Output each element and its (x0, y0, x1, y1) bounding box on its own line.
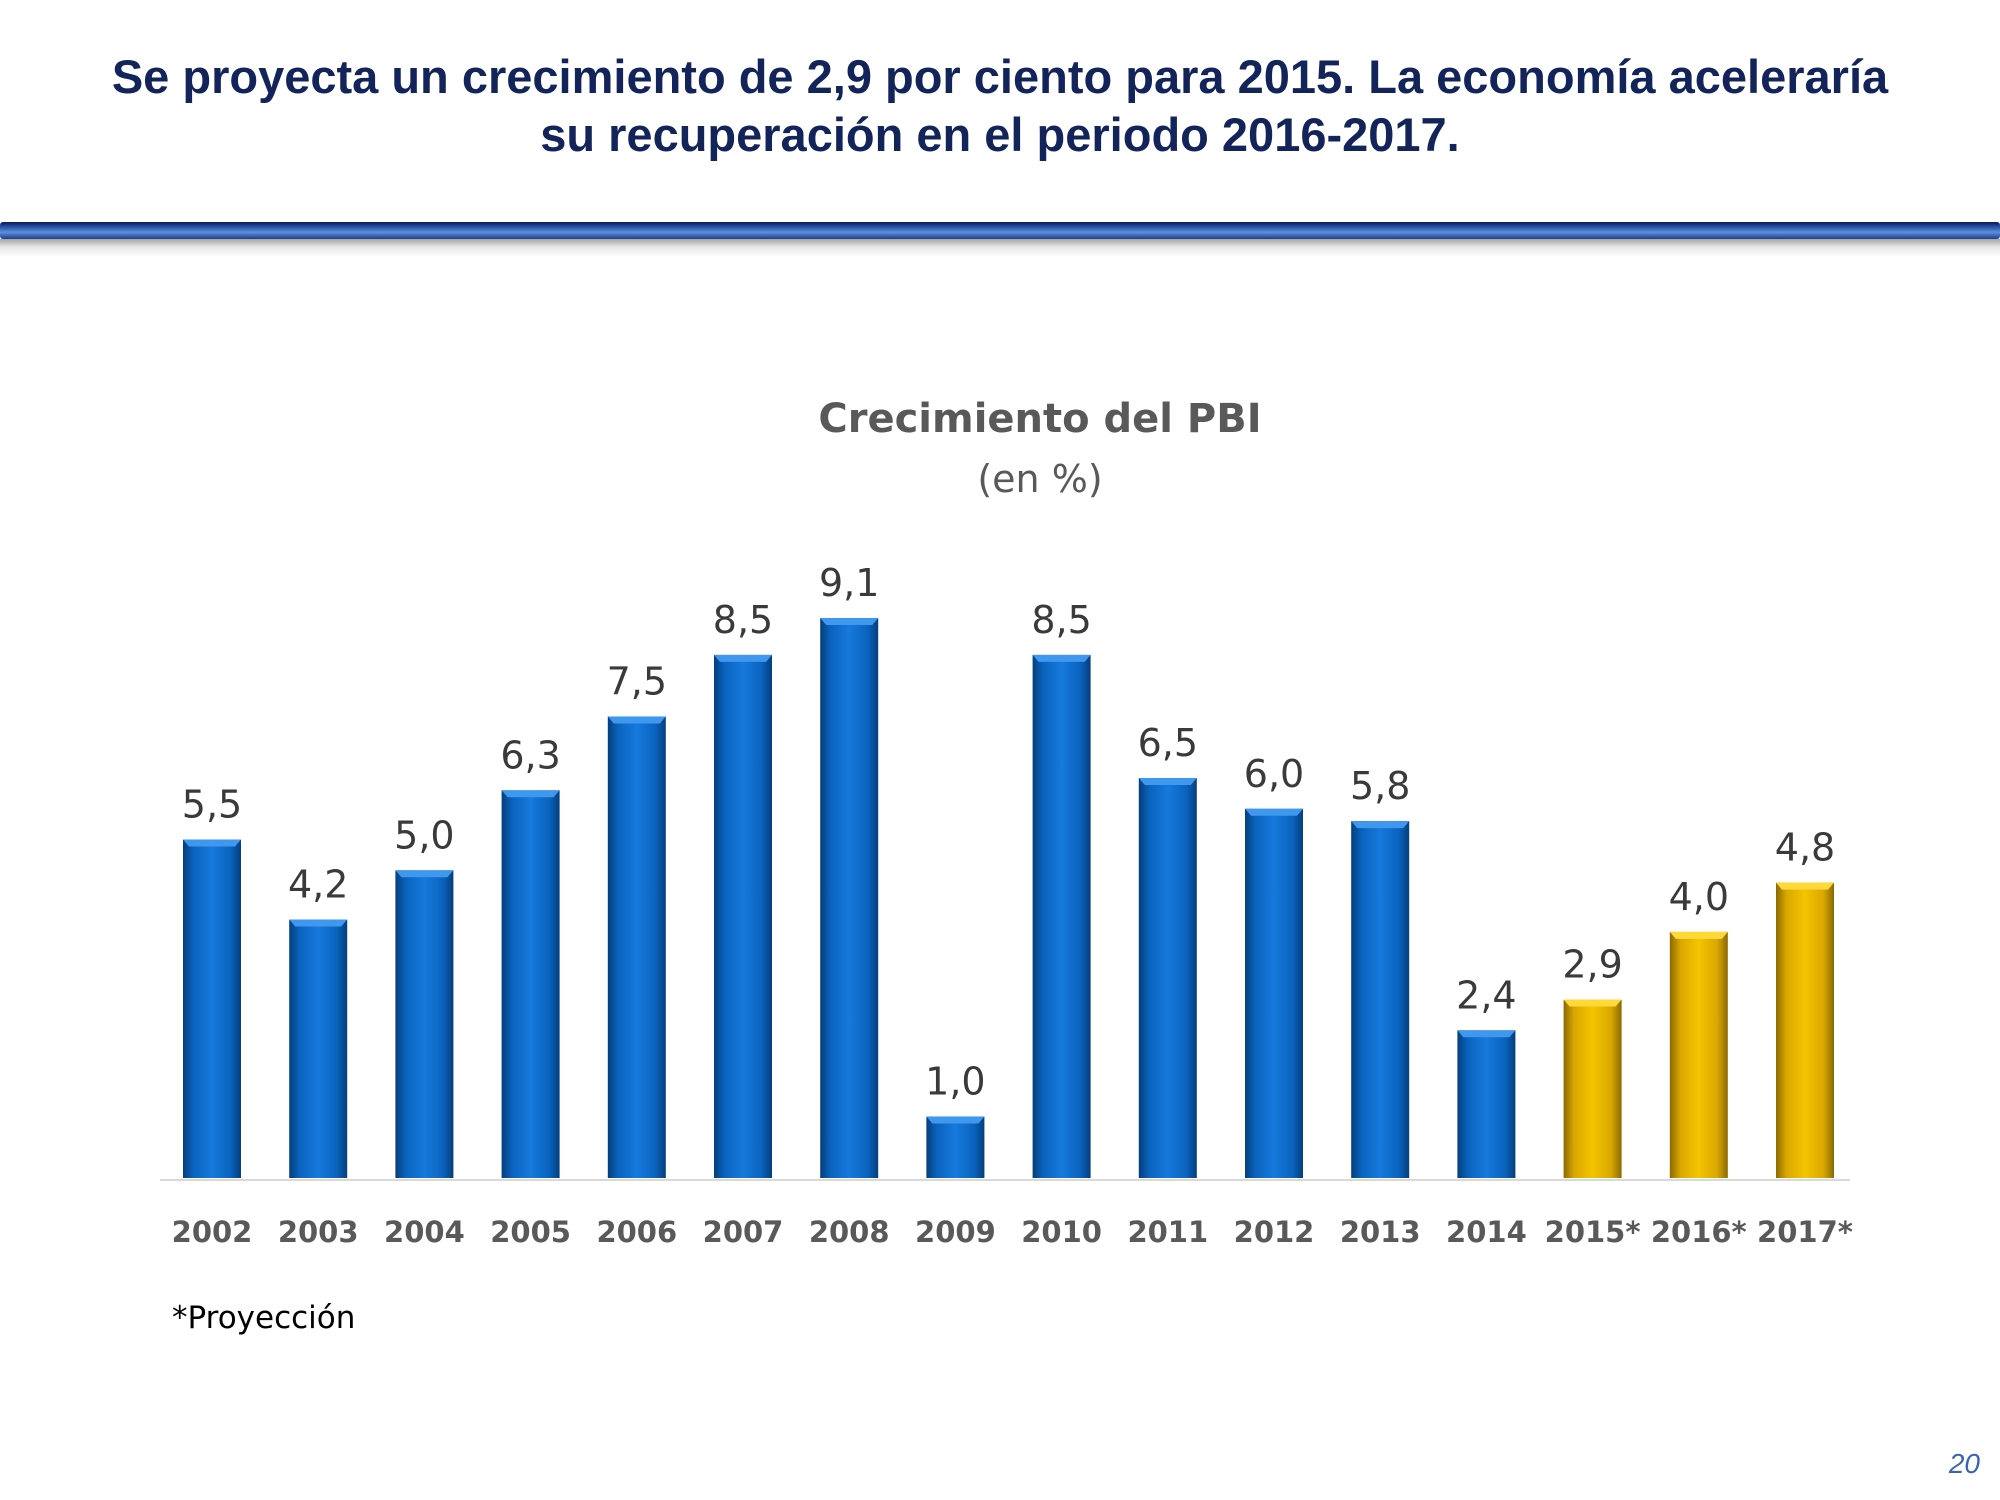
slide-headline: Se proyecta un crecimiento de 2,9 por ci… (40, 48, 1960, 164)
value-label: 6,5 (1138, 721, 1198, 765)
value-label: 5,0 (394, 813, 454, 857)
x-tick-label: 2014 (1446, 1215, 1527, 1249)
bar-bevel-2010 (1032, 654, 1091, 662)
x-tick-label: 2002 (172, 1215, 253, 1249)
bar-bevel-2013 (1351, 821, 1410, 829)
value-label: 5,5 (182, 783, 242, 827)
bar-2010 (1032, 654, 1091, 1178)
x-tick-label: 2004 (384, 1215, 465, 1249)
x-tick-label: 2012 (1234, 1215, 1315, 1249)
bar-bevel-2006 (607, 716, 666, 724)
x-tick-label: 2011 (1127, 1215, 1208, 1249)
bar-2007 (714, 654, 772, 1178)
bar-2017-proj (1776, 882, 1834, 1178)
value-label: 4,2 (288, 863, 348, 907)
bar-2004 (395, 870, 454, 1178)
value-label: 6,3 (500, 733, 560, 777)
x-tick-label: 2016* (1651, 1215, 1747, 1249)
value-label: 6,0 (1244, 752, 1304, 796)
bar-bevel-2016-proj (1669, 931, 1728, 939)
value-label: 8,5 (713, 598, 773, 642)
x-tick-label: 2017* (1757, 1215, 1853, 1249)
bar-2016-proj (1669, 931, 1728, 1178)
bar-bevel-2002 (183, 839, 241, 847)
headline-line-1: Se proyecta un crecimiento de 2,9 por ci… (111, 50, 1889, 103)
bar-2006 (607, 716, 666, 1178)
bar-2005 (501, 790, 560, 1178)
x-tick-label: 2015* (1545, 1215, 1641, 1249)
x-tick-label: 2003 (278, 1215, 359, 1249)
headline-line-2: su recuperación en el periodo 2016-2017. (540, 108, 1460, 161)
bar-2008 (820, 618, 879, 1178)
value-label: 8,5 (1031, 598, 1091, 642)
value-label: 2,9 (1562, 943, 1622, 987)
bar-bevel-2015-proj (1563, 999, 1622, 1007)
chart-subtitle: (en %) (977, 457, 1102, 501)
header-divider-bar (0, 222, 2000, 239)
bar-bevel-2004 (395, 870, 454, 878)
bar-2013 (1351, 821, 1410, 1178)
bar-bevel-2014 (1457, 1030, 1516, 1038)
bar-2009 (926, 1116, 985, 1178)
header-divider-shadow (0, 239, 2000, 257)
value-label: 7,5 (607, 659, 667, 703)
x-tick-label: 2005 (490, 1215, 571, 1249)
value-label: 1,0 (925, 1059, 985, 1103)
bar-2015-proj (1563, 999, 1622, 1178)
bar-2012 (1245, 808, 1303, 1178)
value-label: 5,8 (1350, 764, 1410, 808)
value-label: 9,1 (819, 561, 879, 605)
bar-bevel-2005 (501, 790, 560, 798)
value-label: 4,0 (1669, 875, 1729, 919)
x-tick-label: 2009 (915, 1215, 996, 1249)
bar-bevel-2011 (1138, 778, 1197, 785)
projection-footnote: *Proyección (172, 1300, 356, 1336)
bar-bevel-2007 (714, 654, 772, 662)
x-tick-label: 2008 (809, 1215, 890, 1249)
chart-title: Crecimiento del PBI (818, 396, 1261, 442)
bar-bevel-2009 (926, 1116, 985, 1124)
bar-2014 (1457, 1030, 1516, 1178)
bar-bevel-2008 (820, 618, 879, 625)
bar-bevel-2017-proj (1776, 882, 1834, 890)
bar-bevel-2012 (1245, 808, 1303, 816)
value-label: 2,4 (1456, 973, 1516, 1017)
x-tick-label: 2013 (1340, 1215, 1421, 1249)
value-label: 4,8 (1775, 826, 1835, 870)
x-tick-label: 2010 (1021, 1215, 1102, 1249)
bar-2003 (289, 919, 348, 1178)
bar-bevel-2003 (289, 919, 348, 927)
bar-2011 (1138, 778, 1197, 1178)
x-tick-label: 2007 (703, 1215, 784, 1249)
bar-2002 (183, 839, 241, 1178)
x-tick-label: 2006 (596, 1215, 677, 1249)
page-number: 20 (1948, 1448, 1980, 1479)
